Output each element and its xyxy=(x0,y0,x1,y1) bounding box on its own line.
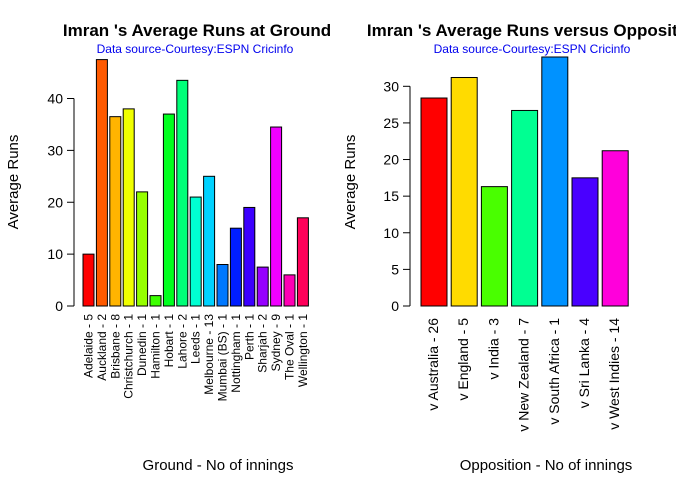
right-chart-title: Imran 's Average Runs versus Opposition xyxy=(367,21,676,40)
right-y-tick-label: 25 xyxy=(383,115,399,131)
right-x-labels: v Australia - 26 v England - 5 v India - 3… xyxy=(425,318,622,432)
left-bar xyxy=(296,217,309,307)
left-x-tick-label: Sharjah - 2 xyxy=(256,314,270,373)
right-y-tick-label: 15 xyxy=(383,188,399,204)
right-y-tick-label: 20 xyxy=(383,152,399,168)
left-chart-subtitle: Data source-Courtesy:ESPN Cricinfo xyxy=(97,42,294,56)
left-bar xyxy=(136,191,149,307)
left-x-tick-label: The Oval - 1 xyxy=(283,314,297,380)
left-x-tick-label: Hobart - 1 xyxy=(162,314,176,368)
right-x-tick-label: v New Zealand - 7 xyxy=(516,318,532,432)
right-y-tick-label: 10 xyxy=(383,225,399,241)
left-bar xyxy=(162,113,175,307)
left-bar xyxy=(176,79,189,307)
left-bar xyxy=(95,59,108,307)
left-x-tick-label: Lahore - 2 xyxy=(175,314,189,369)
right-x-tick-label: v India - 3 xyxy=(485,318,501,380)
left-x-tick-label: Melbourne - 13 xyxy=(202,314,216,395)
left-bar xyxy=(82,253,95,307)
left-x-tick-label: Wellington - 1 xyxy=(296,314,310,387)
right-y-tick-label: 0 xyxy=(391,298,399,314)
right-x-axis-label: Opposition - No of innings xyxy=(460,457,633,474)
right-x-tick-label: v South Africa - 1 xyxy=(546,318,562,425)
left-x-tick-label: Brisbane - 8 xyxy=(108,314,122,379)
left-x-tick-label: Perth - 1 xyxy=(242,314,256,360)
left-x-labels: Adelaide - 5 Auckland - 2 Brisbane - 8 Chri… xyxy=(82,314,310,402)
left-x-axis-label: Ground - No of innings xyxy=(143,457,294,474)
left-bar xyxy=(189,196,202,307)
left-y-tick-label: 40 xyxy=(47,91,63,107)
left-y-tick-label: 20 xyxy=(47,194,63,210)
left-x-tick-label: Leeds - 1 xyxy=(189,314,203,364)
left-y-tick-label: 30 xyxy=(47,142,63,158)
left-bar xyxy=(270,126,283,307)
left-x-tick-label: Adelaide - 5 xyxy=(82,314,96,378)
left-bar xyxy=(283,274,296,307)
right-x-tick-label: v Australia - 26 xyxy=(425,318,441,411)
right-y-axis-label: Average Runs xyxy=(342,135,359,230)
left-chart-title: Imran 's Average Runs at Ground xyxy=(63,21,331,40)
right-bar xyxy=(571,177,599,307)
left-y-axis: 0 10 20 30 40 xyxy=(47,91,75,314)
left-bar xyxy=(229,227,242,307)
right-bar xyxy=(511,109,539,307)
left-x-tick-label: Sydney - 9 xyxy=(269,314,283,372)
right-x-tick-label: v England - 5 xyxy=(455,318,471,401)
right-y-axis: 0 5 10 15 20 25 30 xyxy=(383,78,411,314)
left-bar xyxy=(149,295,162,307)
left-x-tick-label: Mumbai (BS) - 1 xyxy=(216,314,230,402)
left-x-tick-label: Auckland - 2 xyxy=(95,314,109,381)
left-bar xyxy=(256,266,269,307)
left-x-tick-label: Dunedin - 1 xyxy=(135,314,149,376)
left-bars xyxy=(82,59,309,307)
right-bar xyxy=(480,186,508,307)
left-x-tick-label: Hamilton - 1 xyxy=(149,314,163,379)
left-x-tick-label: Nottingham - 1 xyxy=(229,314,243,393)
right-bar xyxy=(450,77,478,307)
right-x-tick-label: v Sri Lanka - 4 xyxy=(576,318,592,408)
left-bar xyxy=(243,206,256,307)
right-bars xyxy=(420,56,629,307)
left-bar xyxy=(109,116,122,307)
left-bar xyxy=(216,264,229,307)
right-chart-subtitle: Data source-Courtesy:ESPN Cricinfo xyxy=(434,42,631,56)
right-x-tick-label: v West Indies - 14 xyxy=(606,318,622,430)
left-bar xyxy=(203,175,216,307)
right-y-tick-label: 30 xyxy=(383,78,399,94)
left-y-axis-label: Average Runs xyxy=(5,135,22,230)
left-y-tick-label: 0 xyxy=(55,298,63,314)
right-bar xyxy=(601,150,629,307)
right-bar xyxy=(420,97,448,307)
right-y-tick-label: 5 xyxy=(391,261,399,277)
chart-left: Imran 's Average Runs at Ground Data sou… xyxy=(5,21,331,474)
left-y-tick-label: 10 xyxy=(47,246,63,262)
right-bar xyxy=(541,56,569,307)
chart-right: Imran 's Average Runs versus Opposition … xyxy=(342,21,676,474)
left-x-tick-label: Christchurch - 1 xyxy=(122,314,136,399)
left-bar xyxy=(122,108,135,307)
